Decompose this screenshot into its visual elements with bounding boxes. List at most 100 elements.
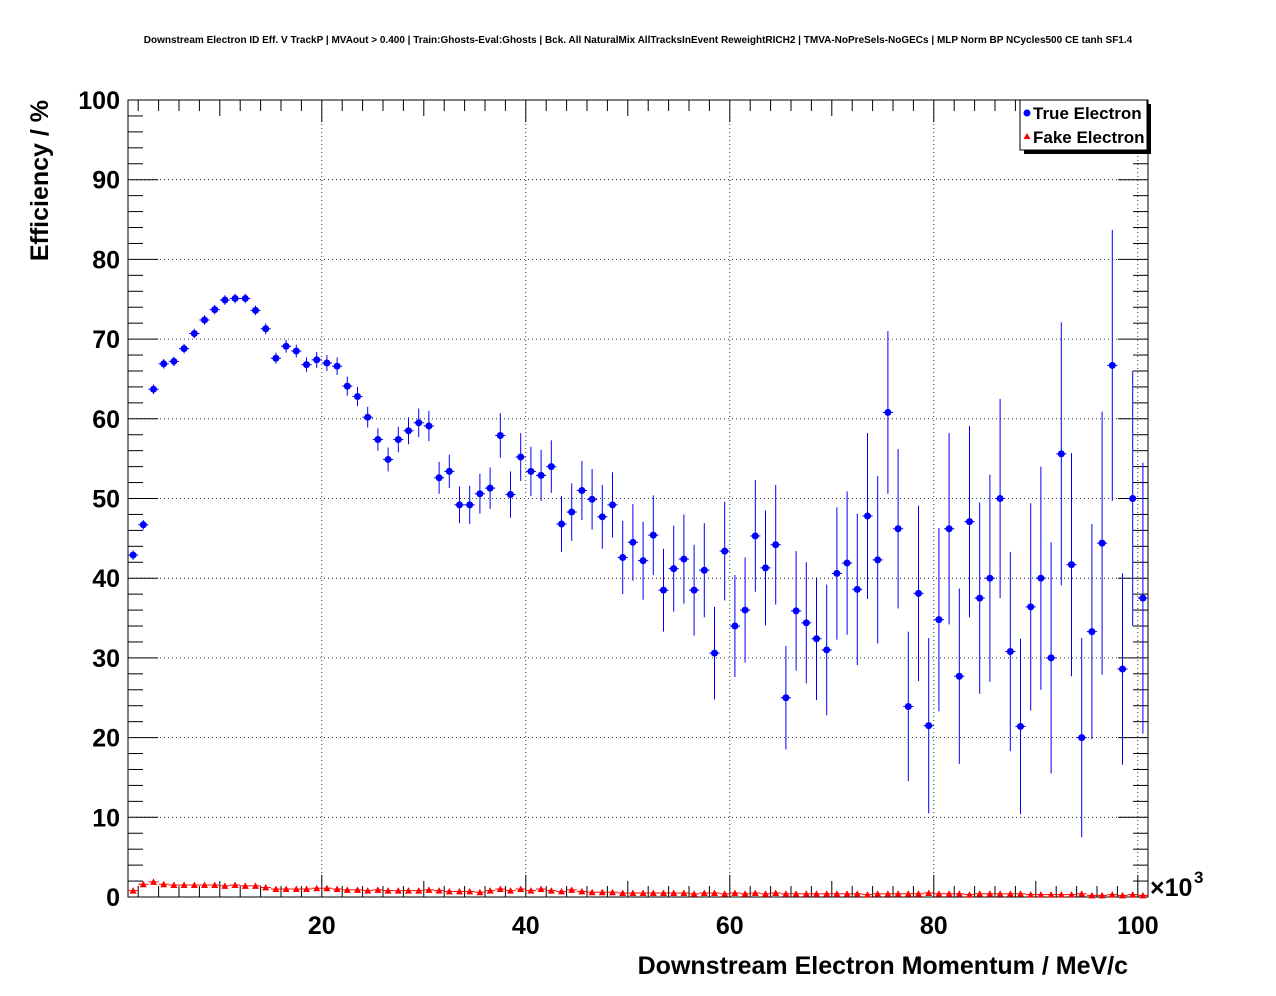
data-marker: [935, 616, 943, 624]
data-marker: [1047, 654, 1055, 662]
data-marker: [272, 885, 280, 893]
x-tick-label: 100: [1117, 912, 1159, 940]
fake-electron-point: [556, 887, 567, 895]
true-electron-point: [301, 357, 312, 372]
fake-electron-point: [454, 887, 465, 895]
fake-electron-point: [495, 885, 506, 893]
data-marker: [394, 436, 402, 444]
true-electron-point: [372, 428, 383, 451]
fake-electron-point: [362, 887, 373, 894]
true-electron-point: [811, 577, 822, 701]
fake-electron-point: [1056, 891, 1067, 898]
fake-electron-point: [1025, 891, 1036, 898]
true-electron-point: [1107, 229, 1118, 501]
data-marker: [1098, 539, 1106, 547]
fake-electron-point: [1005, 890, 1016, 897]
data-marker: [221, 296, 229, 304]
true-electron-point: [199, 315, 210, 325]
true-electron-point: [209, 304, 220, 315]
fake-electron-point: [383, 887, 394, 894]
fake-electron-point: [770, 889, 781, 897]
data-marker: [996, 890, 1004, 897]
data-marker: [211, 306, 219, 314]
data-marker: [333, 362, 341, 370]
data-marker: [537, 885, 545, 893]
fake-electron-point: [617, 889, 628, 897]
fake-electron-point: [128, 887, 139, 894]
data-marker: [1078, 890, 1086, 897]
data-marker: [711, 649, 718, 657]
data-marker: [507, 491, 514, 499]
true-electron-point: [862, 433, 873, 599]
true-electron-point: [342, 376, 353, 396]
fake-electron-point: [321, 884, 332, 892]
true-electron-point: [1035, 466, 1046, 690]
fake-electron-point: [301, 885, 312, 893]
true-electron-point: [893, 449, 904, 609]
fake-electron-point: [984, 890, 995, 897]
data-marker: [609, 501, 616, 509]
data-marker: [547, 463, 555, 471]
true-electron-point: [148, 384, 159, 395]
true-electron-point: [658, 548, 669, 632]
data-marker: [282, 885, 290, 893]
data-marker: [578, 487, 586, 495]
fake-electron-point: [1137, 891, 1148, 899]
fake-electron-point: [219, 882, 230, 889]
data-marker: [1068, 561, 1075, 569]
data-marker: [823, 890, 831, 897]
data-marker: [670, 889, 678, 897]
data-marker: [537, 471, 545, 479]
true-electron-point: [801, 562, 812, 684]
data-marker: [435, 474, 443, 482]
data-marker: [323, 884, 331, 892]
true-electron-point: [495, 413, 506, 458]
data-marker: [731, 622, 739, 630]
data-marker: [813, 890, 820, 897]
fake-electron-point: [138, 880, 149, 888]
data-marker: [211, 881, 219, 889]
fake-electron-point: [903, 890, 914, 897]
data-marker: [945, 890, 953, 897]
data-marker: [670, 565, 678, 573]
true-electron-point: [536, 449, 547, 501]
true-electron-point: [689, 544, 700, 636]
fake-electron-point: [954, 890, 965, 897]
data-marker: [945, 525, 953, 533]
data-marker: [374, 436, 382, 444]
series-true-electron: [128, 229, 1148, 838]
x-tick-label: 40: [512, 912, 540, 940]
data-marker: [201, 881, 208, 889]
y-tick-label: 40: [92, 565, 120, 593]
data-marker: [792, 607, 800, 615]
fake-electron-point: [332, 885, 343, 893]
true-electron-point: [954, 588, 965, 764]
true-electron-point: [1117, 573, 1128, 765]
fake-electron-point: [423, 886, 434, 893]
true-electron-point: [1086, 524, 1097, 740]
data-marker: [639, 557, 647, 565]
data-marker: [1088, 891, 1096, 899]
data-marker: [1047, 891, 1055, 898]
true-electron-point: [1127, 370, 1138, 627]
true-electron-point: [760, 510, 771, 626]
true-electron-point: [270, 352, 281, 364]
data-marker: [1068, 891, 1075, 898]
fake-electron-point: [485, 887, 496, 894]
fake-electron-point: [536, 885, 547, 893]
data-marker: [966, 518, 973, 526]
data-marker: [925, 889, 933, 897]
data-marker: [823, 646, 831, 654]
data-marker: [190, 881, 198, 889]
true-electron-point: [740, 557, 751, 663]
data-marker: [405, 887, 412, 894]
data-marker: [343, 886, 351, 893]
data-marker: [802, 890, 810, 897]
data-marker: [170, 357, 178, 365]
true-electron-point: [474, 473, 485, 514]
data-marker: [802, 619, 810, 627]
data-marker: [996, 495, 1004, 502]
data-marker: [313, 884, 321, 892]
data-marker: [160, 360, 168, 368]
fake-electron-point: [811, 890, 822, 897]
